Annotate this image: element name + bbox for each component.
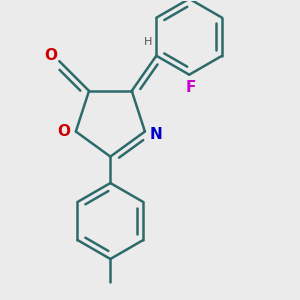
Text: F: F: [186, 80, 196, 95]
Text: O: O: [57, 124, 70, 139]
Text: H: H: [144, 37, 152, 47]
Text: N: N: [150, 127, 163, 142]
Text: O: O: [44, 48, 58, 63]
